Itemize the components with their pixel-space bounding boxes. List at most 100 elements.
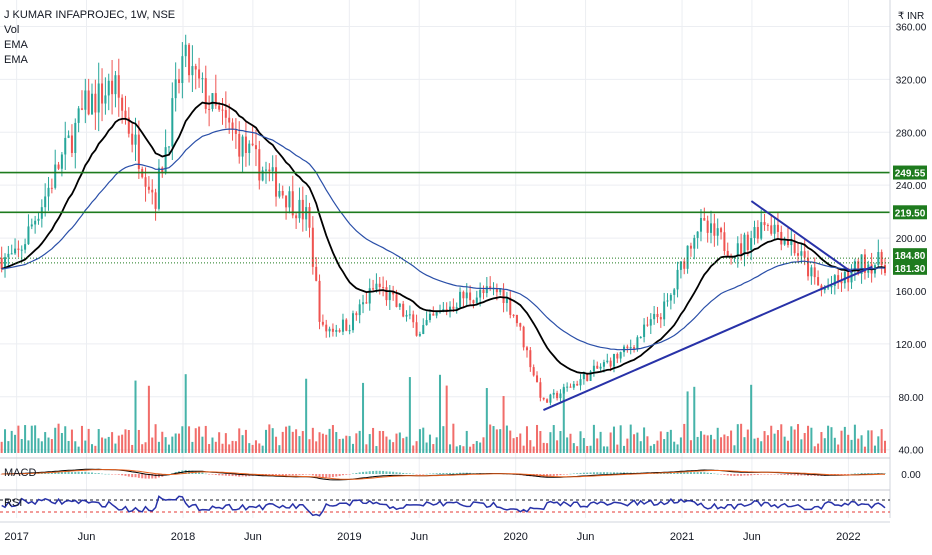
volume-bar xyxy=(412,445,415,453)
macd-histogram-bar xyxy=(398,472,401,474)
macd-histogram-bar xyxy=(425,473,428,475)
volume-bar xyxy=(796,424,800,453)
macd-histogram-bar xyxy=(686,472,689,474)
candle-body xyxy=(47,187,50,197)
candle-body xyxy=(121,97,124,111)
volume-bar xyxy=(673,441,676,453)
candle-body xyxy=(365,302,368,304)
volume-bar xyxy=(94,445,97,453)
macd-histogram-bar xyxy=(796,474,800,476)
candle-body xyxy=(786,239,789,246)
level-label: 181.30 xyxy=(895,264,926,275)
candle-body xyxy=(653,313,656,320)
volume-bar xyxy=(723,434,726,453)
volume-bar xyxy=(67,440,70,453)
macd-histogram-bar xyxy=(763,474,766,475)
candle-body xyxy=(606,360,609,363)
macd-histogram-bar xyxy=(408,473,411,474)
candle-body xyxy=(74,122,77,153)
volume-bar xyxy=(536,424,539,453)
x-tick-label: 2017 xyxy=(4,531,28,543)
candle-body xyxy=(244,136,247,153)
candle-body xyxy=(191,66,194,76)
candle-body xyxy=(566,386,569,388)
candle-body xyxy=(793,240,796,254)
macd-histogram-bar xyxy=(418,474,421,475)
ema-slow-line xyxy=(1,128,886,351)
candle-body xyxy=(184,44,187,57)
macd-histogram-bar xyxy=(753,474,756,475)
macd-histogram-bar xyxy=(693,472,696,474)
volume-bar xyxy=(188,426,191,453)
volume-bar xyxy=(268,424,271,453)
candle-body xyxy=(111,80,114,95)
candle-body xyxy=(402,303,405,317)
candle-body xyxy=(77,108,80,123)
volume-bar xyxy=(743,437,746,453)
macd-histogram-bar xyxy=(746,474,749,476)
candle-body xyxy=(422,325,425,335)
volume-bar xyxy=(258,443,261,453)
macd-histogram-bar xyxy=(736,474,739,476)
macd-histogram-bar xyxy=(405,473,408,474)
candle-body xyxy=(683,261,686,269)
candle-body xyxy=(619,352,622,359)
candle-body xyxy=(562,386,565,394)
macd-tick-label: 0.00 xyxy=(901,470,921,481)
study-ema-1: EMA xyxy=(4,39,28,51)
candle-body xyxy=(689,245,692,249)
candle-body xyxy=(285,195,288,208)
macd-histogram-bar xyxy=(208,474,211,475)
macd-histogram-bar xyxy=(298,474,301,475)
volume-bar xyxy=(281,431,284,453)
macd-histogram-bar xyxy=(445,472,448,474)
candle-body xyxy=(161,167,164,174)
macd-histogram-bar xyxy=(321,474,324,478)
macd-histogram-bar xyxy=(435,473,438,474)
candle-body xyxy=(224,110,227,118)
volume-bar xyxy=(64,426,67,453)
volume-bar xyxy=(131,444,134,453)
volume-bar xyxy=(452,423,455,453)
candle-body xyxy=(408,314,411,316)
volume-bar xyxy=(479,442,482,453)
candle-body xyxy=(863,254,866,273)
candle-body xyxy=(515,314,518,324)
volume-bar xyxy=(586,446,589,453)
macd-histogram-bar xyxy=(683,472,686,474)
macd-histogram-bar xyxy=(385,471,388,474)
candle-body xyxy=(321,321,324,325)
volume-bar xyxy=(693,386,696,453)
candle-body xyxy=(803,251,806,258)
volume-bar xyxy=(355,433,358,453)
candle-body xyxy=(101,83,104,104)
candle-body xyxy=(519,323,522,327)
macd-histogram-bar xyxy=(117,474,120,475)
macd-histogram-bar xyxy=(679,472,682,474)
volume-bar xyxy=(328,428,331,453)
macd-histogram-bar xyxy=(395,472,398,474)
volume-bar xyxy=(365,444,368,453)
volume-bar xyxy=(579,431,582,453)
volume-bar xyxy=(141,444,144,453)
macd-histogram-bar xyxy=(432,473,435,474)
macd-histogram-bar xyxy=(616,472,619,474)
volume-bar xyxy=(646,436,649,453)
macd-histogram-bar xyxy=(837,474,840,475)
volume-bar xyxy=(502,396,505,453)
candle-body xyxy=(489,286,492,289)
y-tick-label: 320.00 xyxy=(896,75,927,86)
macd-histogram-bar xyxy=(552,474,555,476)
volume-bar xyxy=(633,434,636,453)
candle-body xyxy=(807,257,810,277)
volume-bar xyxy=(525,426,528,453)
level-label: 184.80 xyxy=(895,251,926,262)
candle-body xyxy=(529,350,532,368)
trendline-support xyxy=(543,265,873,411)
macd-histogram-bar xyxy=(295,474,298,476)
candle-body xyxy=(214,93,217,106)
volume-bar xyxy=(385,436,388,453)
macd-histogram-bar xyxy=(696,472,699,474)
